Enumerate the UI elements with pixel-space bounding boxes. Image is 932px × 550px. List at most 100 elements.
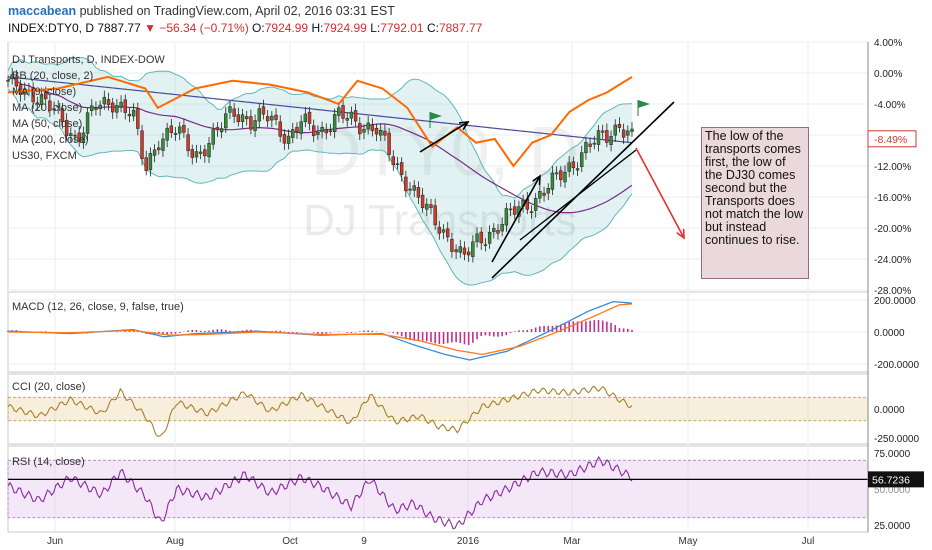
candle <box>538 184 542 204</box>
candle-body <box>203 149 207 157</box>
candle <box>203 144 207 163</box>
candle-body <box>466 251 471 256</box>
candle <box>584 137 588 160</box>
candle-body <box>395 163 400 165</box>
candle <box>278 115 282 143</box>
candle <box>69 127 73 143</box>
arrow-bottom-rise-head <box>532 174 541 186</box>
candle-body <box>52 108 56 111</box>
candle-body <box>31 87 35 103</box>
candle <box>621 123 626 144</box>
candle <box>81 126 86 149</box>
candle-body <box>39 94 44 105</box>
candle-body <box>571 161 576 169</box>
candle-body <box>379 130 383 136</box>
price-change: ▼ −56.34 (−0.71%) <box>144 21 249 35</box>
candle <box>253 114 257 138</box>
candle-body <box>295 126 299 133</box>
candle-body <box>190 149 194 158</box>
candle <box>265 110 270 128</box>
candle-body <box>106 99 111 106</box>
close-label: C: <box>426 21 439 35</box>
rsi-current-label: 56.7236 <box>872 474 910 486</box>
candle <box>471 235 475 263</box>
x-tick-label-1: Aug <box>166 536 184 547</box>
candle-body <box>416 187 421 198</box>
candle-body <box>194 151 199 158</box>
flag-marker-2-cloth <box>638 100 650 108</box>
rsi-band <box>7 459 869 519</box>
candle-body <box>320 126 324 132</box>
candle <box>6 75 10 88</box>
cci-line <box>7 385 633 438</box>
candle <box>353 103 358 127</box>
candle-body <box>412 185 416 191</box>
x-tick-label-6: May <box>679 536 698 547</box>
candle-body <box>265 116 270 122</box>
candle <box>420 188 425 213</box>
cci-band <box>7 396 869 422</box>
candle-body <box>60 108 65 123</box>
candle <box>571 156 576 175</box>
candle-body <box>316 132 320 135</box>
candle <box>592 136 597 150</box>
candle <box>186 128 190 157</box>
candle-body <box>307 111 312 124</box>
candle-body <box>274 114 278 120</box>
candle <box>617 117 622 133</box>
candle <box>504 203 509 232</box>
candle <box>366 116 370 135</box>
candle <box>236 107 241 127</box>
candle-body <box>454 249 458 253</box>
candle <box>487 225 492 249</box>
candle-body <box>18 84 23 95</box>
bollinger-lower <box>7 89 633 286</box>
macd-axis-label-0: 200.0000 <box>874 296 916 307</box>
candle-body <box>257 108 261 122</box>
candle <box>358 117 362 141</box>
annotation-note[interactable]: The low of the transports comes first, t… <box>701 127 809 279</box>
candle <box>31 82 35 109</box>
candle-body <box>270 115 274 121</box>
price-panel-title: DJ Transports, D, INDEX-DOW <box>12 54 165 66</box>
candle-body <box>207 143 211 158</box>
publish-info: maccabean published on TradingView.com, … <box>8 4 395 18</box>
candle-body <box>35 102 40 105</box>
candle-body <box>529 211 534 213</box>
candle <box>127 107 132 123</box>
candle <box>274 108 278 126</box>
candle <box>395 156 400 170</box>
candle <box>316 125 320 140</box>
price-axis-label-6: -20.00% <box>874 224 911 235</box>
candle <box>232 102 236 124</box>
candle-body <box>182 124 186 133</box>
candle-body <box>245 116 249 120</box>
candle-body <box>43 92 48 100</box>
author-link[interactable]: maccabean <box>8 4 77 18</box>
candle <box>613 119 617 142</box>
arrow-bottom-rise-line <box>491 175 541 263</box>
chart-header: maccabean published on TradingView.com, … <box>0 0 932 38</box>
candle-body <box>362 129 366 133</box>
candle <box>148 147 153 177</box>
candle-body <box>475 233 479 243</box>
candle-body <box>500 224 504 232</box>
candle-body <box>605 130 609 143</box>
candle-body <box>98 104 102 110</box>
candle-body <box>157 147 161 151</box>
candle-body <box>341 105 345 119</box>
x-tick-label-3: 9 <box>361 536 367 547</box>
candle-body <box>513 206 517 215</box>
flag-marker-1-cloth <box>430 112 442 120</box>
rsi-axis-label-0: 75.0000 <box>874 449 911 460</box>
candle <box>479 227 483 250</box>
candle-body <box>575 168 580 171</box>
candle <box>554 166 559 180</box>
publish-text: published on TradingView.com, April 02, … <box>76 4 395 18</box>
candle <box>286 129 291 150</box>
low-value: 7792.01 <box>380 21 424 35</box>
candle-body <box>391 156 395 165</box>
candle-body <box>312 125 316 137</box>
legend-entry-5: US30, FXCM <box>12 150 77 162</box>
